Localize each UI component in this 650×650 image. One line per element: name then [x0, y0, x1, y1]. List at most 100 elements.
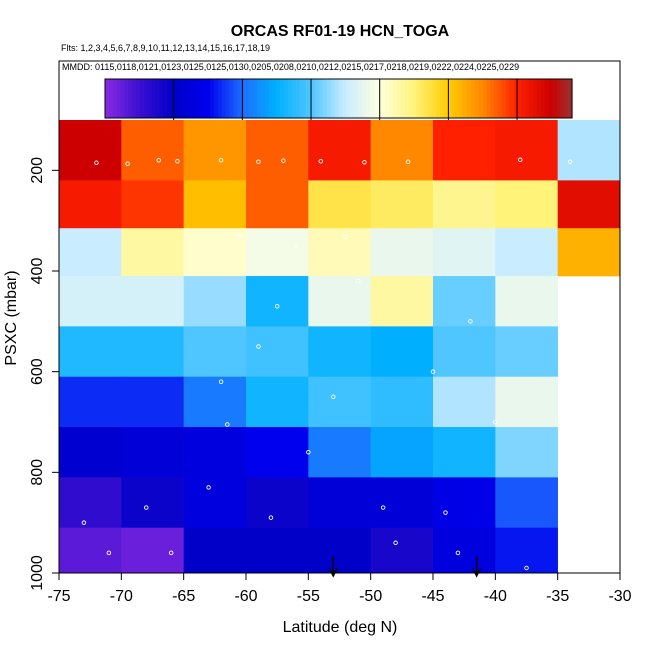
colorbar-segment [140, 79, 145, 118]
heatmap-cell [183, 228, 247, 277]
sample-point [125, 161, 130, 167]
heatmap-cell [495, 180, 558, 229]
y-tick-label: 800 [29, 459, 46, 486]
heatmap-cell [370, 228, 434, 277]
colorbar-segment [435, 79, 441, 118]
colorbar-segment [540, 79, 546, 118]
sample-point [144, 505, 149, 510]
colorbar-segment [443, 79, 449, 118]
colorbar-segment [400, 79, 406, 118]
colorbar-segment [147, 79, 153, 118]
sample-point [293, 243, 299, 249]
colorbar-segment [544, 79, 550, 118]
chart-subtitle-flights: Flts: 1,2,3,4,5,6,7,8,9,10,11,12,13,14,1… [61, 43, 270, 53]
heatmap-cell [495, 228, 558, 277]
colorbar-segment [295, 79, 301, 118]
heatmap-cell [557, 180, 621, 229]
heatmap-cell [246, 527, 309, 574]
heatmap-cell [370, 527, 434, 574]
heatmap-cell [183, 477, 247, 528]
colorbar-segment [322, 79, 328, 118]
colorbar-segment [256, 79, 262, 118]
colorbar-segment [490, 79, 495, 118]
colorbar-segment [284, 79, 289, 118]
colorbar-segment [143, 79, 149, 118]
colorbar-segment [124, 79, 129, 118]
heatmap-cell [433, 427, 496, 478]
heatmap-cell [433, 228, 496, 277]
heatmap-cell [59, 120, 122, 181]
sample-point [81, 520, 87, 525]
colorbar-segment [206, 79, 211, 118]
colorbar-segment [357, 79, 363, 118]
colorbar-segment [486, 79, 491, 118]
heatmap-cell [121, 180, 184, 229]
colorbar-segment [482, 79, 487, 118]
heatmap-cell [495, 527, 558, 574]
colorbar-segment [241, 79, 246, 118]
colorbar-segment [509, 79, 515, 118]
heatmap-cell [370, 276, 434, 327]
heatmap-cell [495, 376, 558, 428]
sample-point [567, 159, 573, 165]
x-tick-label: -75 [47, 588, 70, 605]
heatmap-cell [433, 477, 496, 528]
colorbar-segment [365, 79, 371, 118]
sample-point [281, 158, 286, 164]
colorbar-segment [338, 79, 343, 118]
heatmap-cell [59, 427, 122, 478]
heatmap-cell [121, 228, 184, 277]
heatmap-cell [308, 527, 371, 574]
colorbar-segment [221, 79, 227, 118]
sample-point [206, 485, 211, 490]
colorbar-segment [213, 79, 219, 118]
colorbar-segment [210, 79, 215, 118]
colorbar-segment [105, 79, 110, 118]
colorbar-segment [513, 79, 519, 118]
colorbar-segment [330, 79, 336, 118]
sample-point [175, 159, 180, 164]
y-tick-label: 1000 [29, 555, 46, 591]
heatmap-cell [183, 276, 247, 327]
heatmap-cell [183, 326, 247, 377]
colorbar-segment [459, 79, 464, 118]
colorbar-segment [428, 79, 433, 118]
colorbar-segment [194, 79, 199, 118]
colorbar-segment [392, 79, 398, 118]
sample-point [306, 449, 311, 455]
colorbar-segment [334, 79, 340, 118]
chart-subtitle-dates: MMDD: 0115,0118,0121,0123,0125,0125,0130… [62, 62, 519, 72]
plot-frame [58, 60, 621, 574]
sample-point [405, 159, 411, 165]
colorbar-frame [104, 78, 573, 119]
colorbar-segment [264, 79, 270, 118]
colorbar-segment [120, 79, 126, 118]
sample-point [362, 160, 367, 165]
colorbar-segment [536, 79, 542, 118]
heatmap-cell [557, 228, 621, 277]
colorbar-segment [132, 79, 137, 118]
sample-point [268, 515, 274, 520]
y-axis-label: PSXC (mbar) [3, 270, 20, 365]
heatmap-cell [370, 376, 434, 428]
heatmap-cell [246, 326, 309, 377]
colorbar-segment [315, 79, 320, 118]
colorbar-segment [136, 79, 141, 118]
heatmap-cell [121, 427, 184, 478]
colorbar-segment [260, 79, 266, 118]
colorbar-segment [252, 79, 258, 118]
x-axis: -75 -70 -65 -60 -55 -50 -45 -40 -35 -30 [47, 573, 632, 605]
colorbar-segment [521, 79, 526, 118]
colorbar-segment [369, 79, 375, 118]
sample-point [518, 157, 523, 163]
colorbar-segment [303, 79, 308, 118]
heatmap-cell [308, 180, 371, 229]
colorbar-segment [229, 79, 235, 118]
colorbar-segment [412, 79, 417, 118]
colorbar-segment [381, 79, 386, 118]
heatmap-cell [308, 376, 371, 428]
sample-point [343, 234, 348, 240]
colorbar-segment [389, 79, 394, 118]
colorbar-segment [396, 79, 402, 118]
heatmap-cell [246, 228, 309, 277]
